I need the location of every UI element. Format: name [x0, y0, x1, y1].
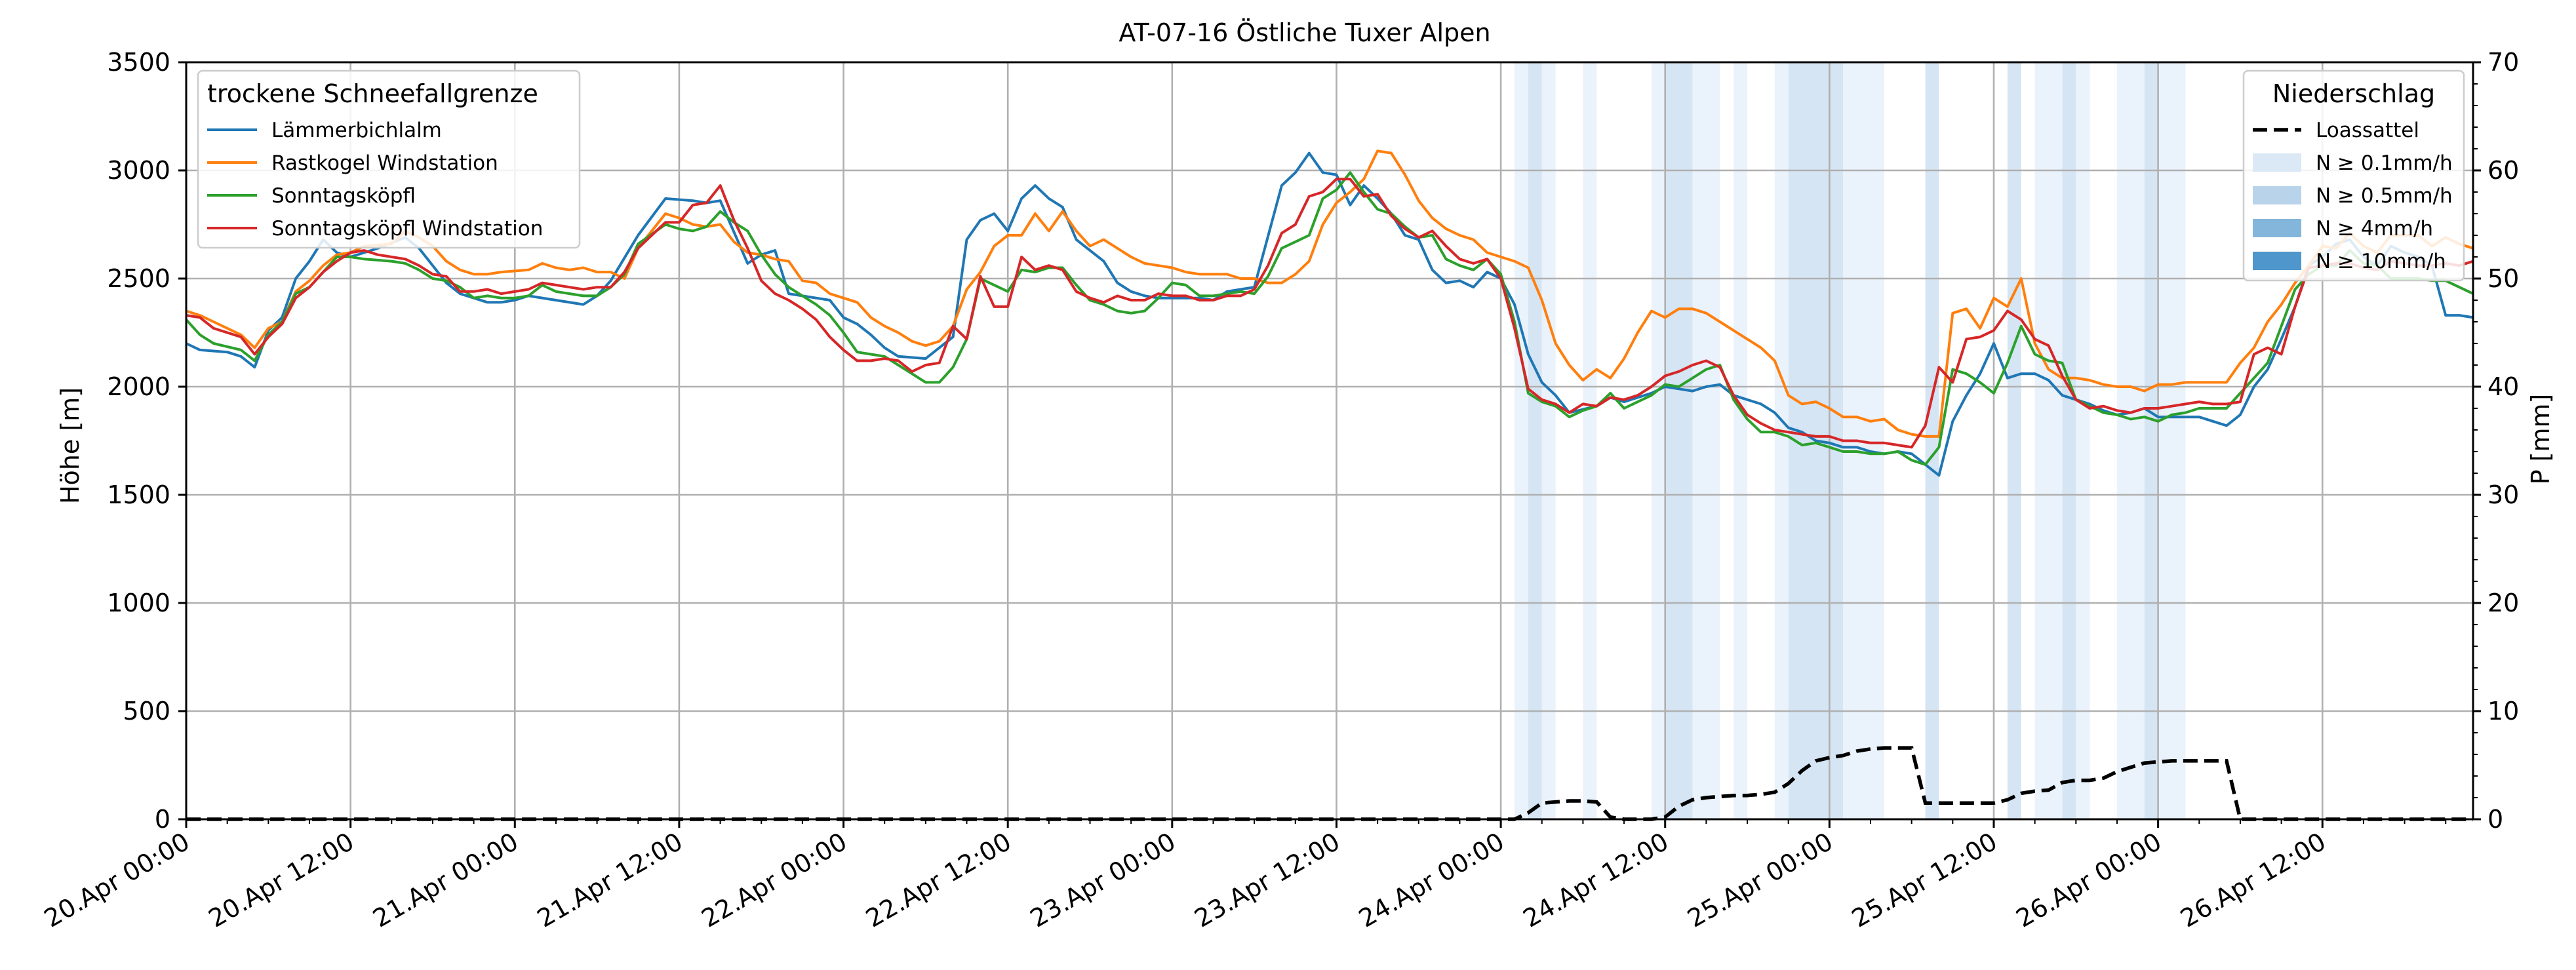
y2-tick-label: 30: [2487, 480, 2519, 509]
legend-label: Lämmerbichlalm: [271, 119, 442, 142]
y-tick-label: 0: [155, 805, 170, 834]
precip-band: [1665, 62, 1693, 819]
precip-bands: [1514, 62, 2186, 819]
y2-tick-label: 10: [2487, 697, 2519, 726]
y-tick-label: 3500: [107, 48, 170, 77]
precip-band: [1583, 62, 1597, 819]
precip-band: [1651, 62, 1665, 819]
series-line: [185, 171, 2474, 466]
series-lines: [185, 149, 2474, 821]
legend-title: trockene Schneefallgrenze: [207, 79, 538, 108]
y-tick-label: 2500: [107, 264, 170, 293]
precip-band: [1528, 62, 1542, 819]
y2-tick-label: 50: [2487, 264, 2519, 293]
y-tick-label: 1000: [107, 589, 170, 617]
precip-band: [2007, 62, 2021, 819]
y2-tick-label: 60: [2487, 156, 2519, 185]
legend-label: Loassattel: [2316, 119, 2419, 142]
precip-band: [1514, 62, 1528, 819]
precip-band: [1774, 62, 1789, 819]
y-tick-label: 1500: [107, 480, 170, 509]
series-line: [186, 149, 2474, 438]
y2-tick-label: 70: [2487, 48, 2519, 77]
legend-title: Niederschlag: [2272, 79, 2435, 108]
precip-band: [2158, 62, 2186, 819]
precip-band: [2076, 62, 2090, 819]
legend-label: Rastkogel Windstation: [271, 151, 498, 175]
y-tick-label: 2000: [107, 372, 170, 401]
plot-frame: [185, 61, 2474, 821]
legend-swatch: [2253, 186, 2301, 204]
y2-tick-label: 0: [2487, 805, 2503, 834]
legend-swatch: [2253, 219, 2301, 237]
series-line: [186, 178, 2474, 449]
y2-tick-label: 40: [2487, 372, 2519, 401]
legend-label: Sonntagsköpfl Windstation: [271, 217, 543, 241]
precip-band: [1692, 62, 1720, 819]
precip-band: [2048, 62, 2063, 819]
legend-swatch: [2253, 252, 2301, 270]
legend-label: N ≥ 0.1mm/h: [2316, 151, 2453, 175]
legend-niederschlag: Niederschlag Loassattel N ≥ 0.1mm/h N ≥ 0.5…: [2242, 69, 2465, 282]
precip-band: [2062, 62, 2076, 819]
chart-title: AT-07-16 Östliche Tuxer Alpen: [1119, 18, 1490, 47]
legend-label: N ≥ 0.5mm/h: [2316, 184, 2453, 208]
precip-band: [2130, 62, 2145, 819]
y2-axis-label: P [mm]: [2526, 394, 2555, 485]
legend-label: N ≥ 10mm/h: [2316, 250, 2446, 273]
y-axis-label: Höhe [m]: [56, 387, 85, 504]
precip-band: [1541, 62, 1556, 819]
legend-box: [197, 69, 581, 249]
y2-tick-label: 20: [2487, 589, 2519, 617]
y-tick-label: 3000: [107, 156, 170, 185]
legend-swatch: [2253, 153, 2301, 172]
precip-band: [2116, 62, 2131, 819]
precip-band: [1734, 62, 1748, 819]
legend-schneefallgrenze: trockene Schneefallgrenze Lämmerbichlalm R…: [197, 69, 581, 249]
legend-label: Sonntagsköpfl: [271, 184, 416, 208]
legend-label: N ≥ 4mm/h: [2316, 217, 2433, 241]
precip-band: [1925, 62, 1939, 819]
precip-band: [2144, 62, 2158, 819]
precip-band: [2034, 62, 2049, 819]
y-tick-label: 500: [123, 697, 170, 726]
